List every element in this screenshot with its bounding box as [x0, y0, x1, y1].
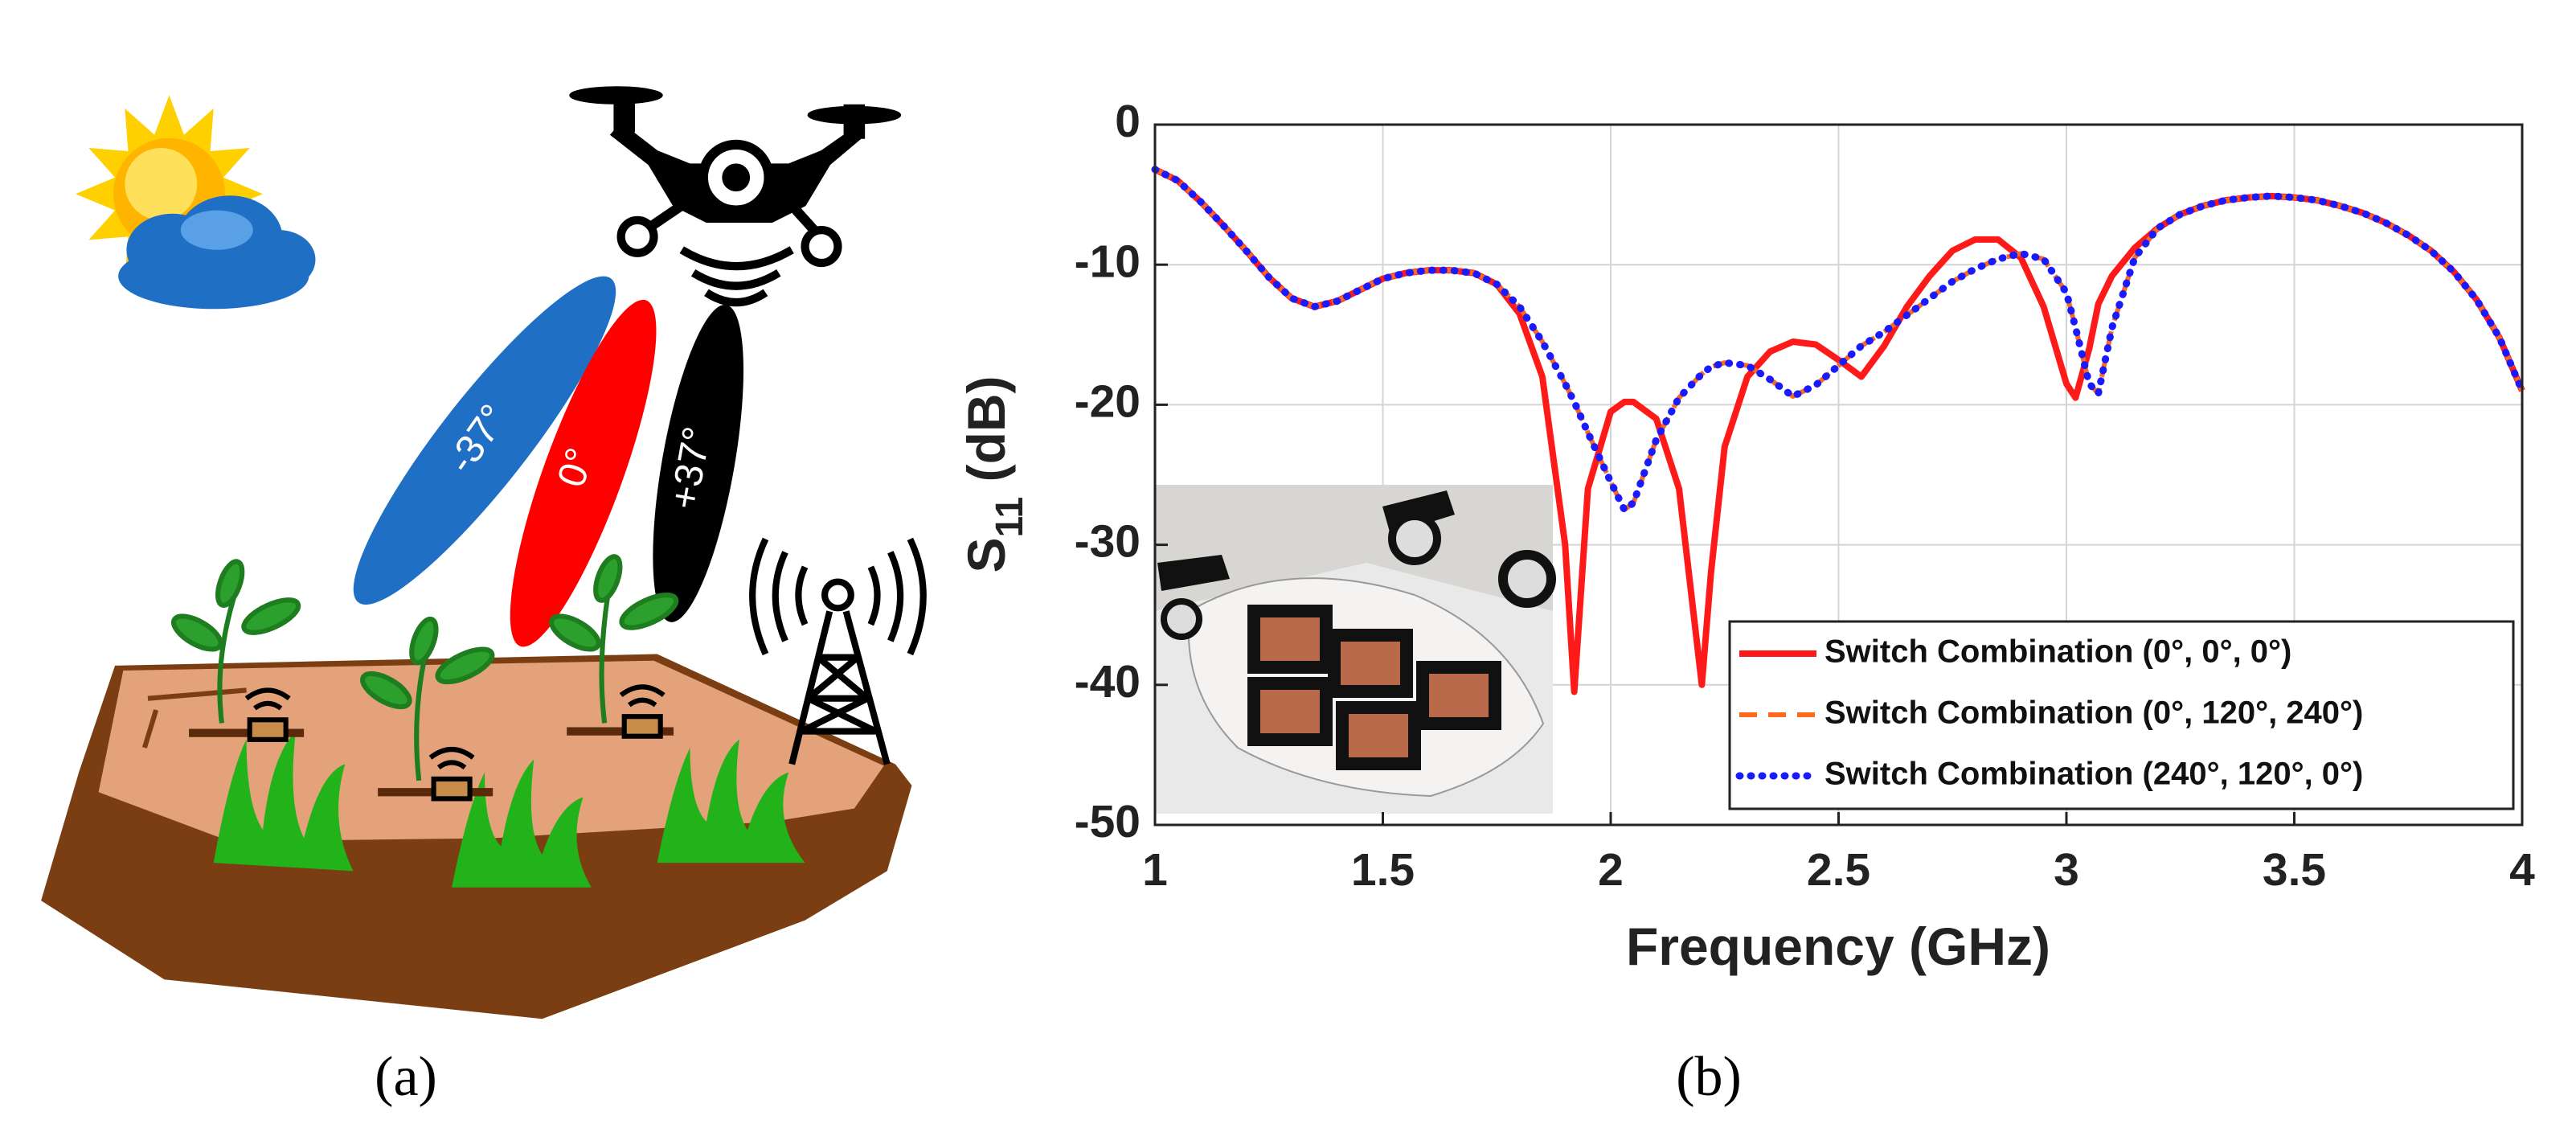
series-line [1151, 166, 2526, 514]
legend: Switch Combination (0°, 0°, 0°) Switch Co… [1728, 620, 2515, 810]
panel-label: (a) [375, 1046, 437, 1108]
y-label-unit: (dB) [956, 375, 1016, 496]
y-tick-label: -50 [1075, 796, 1141, 847]
y-label-sub: 11 [989, 497, 1031, 538]
cloud [118, 195, 316, 310]
x-axis-label: Frequency (GHz) [1626, 917, 2050, 976]
y-tick-label: -20 [1075, 375, 1141, 427]
legend-label: Switch Combination (240°, 120°, 0°) [1824, 757, 2363, 792]
y-label-base: S [956, 538, 1016, 573]
x-tick-label: 1.5 [1351, 844, 1415, 896]
x-tick-label: 4 [2509, 844, 2535, 896]
grass [213, 731, 805, 888]
y-axis-label: S11 (dB) [956, 375, 1031, 572]
y-tick-label: -10 [1075, 236, 1141, 287]
x-tick-label: 1 [1142, 844, 1168, 896]
beam [353, 276, 616, 605]
x-tick-label: 3 [2054, 844, 2079, 896]
beam [510, 299, 657, 647]
x-tick-label: 2 [1598, 844, 1624, 896]
sensors [189, 684, 674, 802]
ticks: 1 1.5 2 2.5 3 3.5 4 0 -10 -20 -30 -40 -50 [1075, 96, 2536, 896]
illustration: -37° 0° +37° [41, 86, 927, 1019]
tower [749, 537, 927, 765]
legend-label: Switch Combination (0°, 120°, 240°) [1824, 695, 2363, 731]
x-tick-label: 3.5 [2263, 844, 2326, 896]
y-tick-label: -40 [1075, 656, 1141, 708]
beam [653, 304, 744, 622]
legend-label: Switch Combination (0°, 0°, 0°) [1824, 634, 2291, 670]
lines [1151, 166, 2526, 695]
plants [171, 554, 679, 781]
drone [569, 86, 902, 307]
legend-box [1728, 620, 2515, 810]
y-tick-label: -30 [1075, 516, 1141, 568]
inset-photo [1155, 485, 1556, 814]
panel-label: (b) [1676, 1046, 1742, 1108]
x-tick-label: 2.5 [1807, 844, 1870, 896]
y-tick-label: 0 [1115, 96, 1141, 147]
